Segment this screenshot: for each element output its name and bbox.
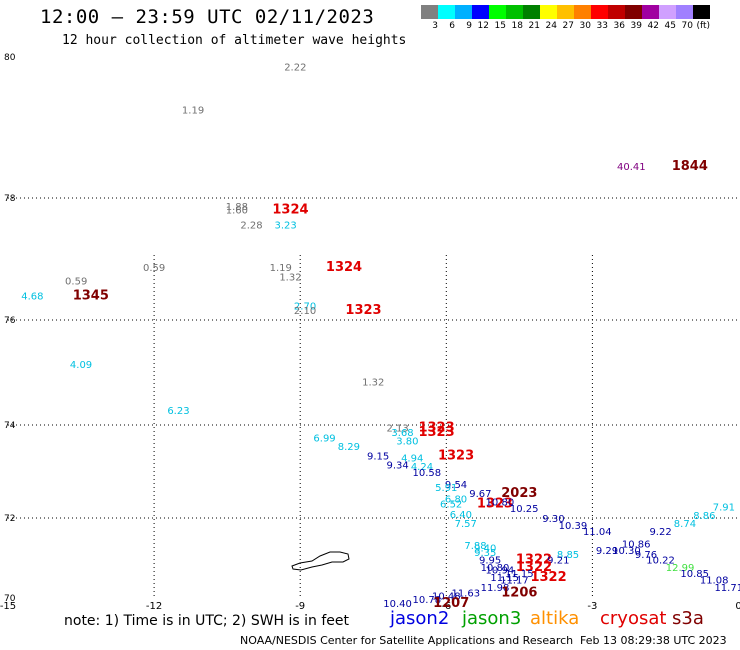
footer-note: note: 1) Time is in UTC; 2) SWH is in fe… <box>64 613 349 629</box>
wave-height-label: 2.22 <box>284 62 306 73</box>
wave-height-label: 4.68 <box>21 291 43 302</box>
wave-height-label: 1.32 <box>362 378 384 389</box>
lon-label: 0 <box>735 601 740 612</box>
footer-timestamp: Feb 13 08:29:38 UTC 2023 <box>580 634 727 647</box>
lat-label: 80 <box>4 53 16 63</box>
lat-label: 78 <box>4 194 16 204</box>
wave-height-label: 1.60 <box>226 205 248 216</box>
pass-time-label: 1206 <box>501 585 537 600</box>
satellite-label: cryosat <box>600 608 666 629</box>
satellite-label: jason2 <box>390 608 449 629</box>
wave-height-label: 3.23 <box>274 221 296 232</box>
graticule <box>8 198 740 598</box>
pass-time-label: 1345 <box>73 288 109 303</box>
wave-height-label: 5.91 <box>435 483 457 494</box>
wave-height-label: 7.57 <box>455 519 477 530</box>
pass-time-label: 1323 <box>418 425 454 440</box>
lon-label: -15 <box>0 601 16 612</box>
wave-height-label: 11.04 <box>583 527 612 538</box>
pass-time-label: 1323 <box>345 303 381 318</box>
wave-height-label: 8.29 <box>338 442 360 453</box>
wave-height-label: 9.22 <box>649 527 671 538</box>
pass-time-label: 1324 <box>272 202 308 217</box>
lat-label: 74 <box>4 421 16 431</box>
wave-height-label: 0.59 <box>143 263 165 274</box>
wave-height-label: 2.10 <box>294 306 316 317</box>
wave-height-label: 0.59 <box>65 277 87 288</box>
lon-label: -12 <box>146 601 162 612</box>
pass-time-label: 1844 <box>672 159 708 174</box>
lat-label: 76 <box>4 316 16 326</box>
footer-credit: NOAA/NESDIS Center for Satellite Applica… <box>240 634 573 647</box>
satellite-label: s3a <box>672 608 704 629</box>
wave-height-label: 6.23 <box>167 406 189 417</box>
wave-height-label: 10.25 <box>510 504 539 515</box>
wave-height-label: 9.34 <box>386 461 408 472</box>
lat-label: 72 <box>4 514 15 524</box>
wave-height-label: 3.80 <box>396 437 418 448</box>
wave-height-label: 6.52 <box>440 499 462 510</box>
pass-time-label: 1322 <box>530 570 566 585</box>
satellite-label: jason3 <box>462 608 521 629</box>
lon-label: -9 <box>295 601 305 612</box>
wave-height-label: 4.09 <box>70 360 92 371</box>
wave-height-label: 6.99 <box>313 434 335 445</box>
pass-time-label: 1324 <box>326 260 362 275</box>
wave-height-label: 1.32 <box>279 272 301 283</box>
wave-height-label: 7.91 <box>713 503 735 514</box>
wave-height-label: 1.19 <box>182 105 204 116</box>
wave-height-points: 2.221.1940.41 18441.881.60 13242.28 3.230.5… <box>21 62 740 610</box>
lon-label: -3 <box>587 601 597 612</box>
pass-time-label: 1323 <box>438 448 474 463</box>
wave-height-label: 11.71 <box>714 583 740 594</box>
wave-height-label: 2.28 <box>240 221 262 232</box>
wave-height-label: 40.41 <box>617 162 646 173</box>
wave-height-label: 10.58 <box>412 468 441 479</box>
axis-labels: 807876747270-15 -12 -9 -6 -3 0 <box>0 53 740 612</box>
satellite-label: altika <box>530 608 579 629</box>
